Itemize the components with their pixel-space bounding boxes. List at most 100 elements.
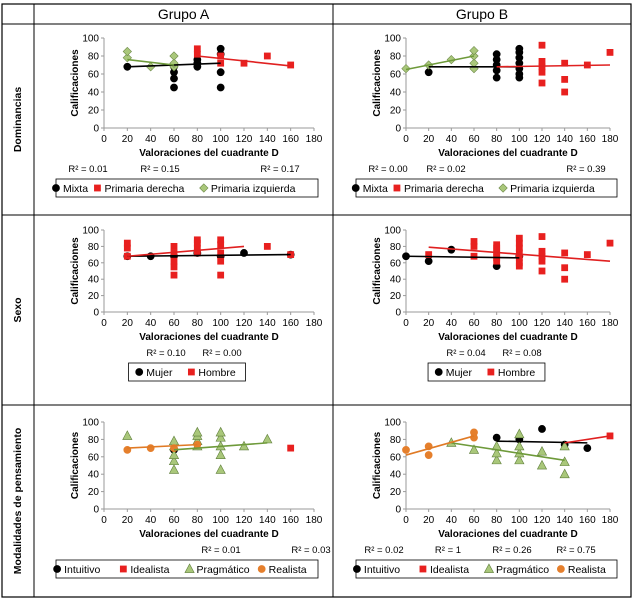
x-tick-label: 180 [306,515,323,526]
legend-marker [135,368,144,376]
legend-marker [184,563,195,573]
chart-mod-A: 0 20 40 60 80 100 0 20 40 60 80 100 120 140 160 180 Valo… [53,418,331,579]
legend-item: Intuitivo [353,564,400,576]
x-tick-label: 80 [491,318,503,329]
chart-dom-A: 0 20 40 60 80 100 0 20 40 60 80 100 120 140 160 180 Valo… [52,34,323,198]
data-point [470,252,478,260]
data-point [168,455,180,466]
data-point [263,52,271,60]
data-point [514,428,525,439]
x-tick-label: 160 [579,134,596,145]
data-point [123,244,131,252]
x-tick-label: 120 [534,134,551,145]
x-tick-label: 0 [403,134,409,145]
legend-label: Idealista [130,564,169,576]
trendline [173,442,268,451]
legend-marker [353,565,361,573]
chart-sexo-A: 0 20 40 60 80 100 0 20 40 60 80 100 120 140 160 180 Valo… [70,226,323,382]
legend-marker [52,184,60,192]
legend-label: Realista [269,564,307,576]
data-point [538,68,546,76]
data-point [170,83,178,92]
legend-marker [419,565,427,573]
x-tick-label: 80 [491,515,503,526]
legend-item: Primaria izquierda [498,183,595,195]
legend-marker [498,183,508,193]
data-point [217,241,225,249]
data-point [193,45,201,53]
data-point [215,464,226,474]
x-tick-label: 140 [259,318,276,329]
row-header-1: Sexo [12,297,24,322]
data-point [425,251,433,258]
table-border [1,3,632,598]
data-point [538,257,546,265]
data-point [561,88,569,96]
column-header-1: Grupo B [456,6,508,22]
y-tick-label: 40 [88,470,100,481]
x-tick-label: 160 [282,134,299,145]
data-point [561,76,569,83]
data-point [536,445,548,456]
x-tick-label: 20 [423,134,435,145]
legend-item: Hombre [487,367,535,379]
x-tick-label: 60 [168,318,180,329]
data-point [424,451,433,459]
data-point [122,46,132,57]
x-tick-label: 100 [511,134,528,145]
x-tick-label: 120 [236,515,253,526]
y-tick-label: 40 [88,88,100,99]
legend-item: Idealista [119,564,170,576]
legend-label: Mixta [63,183,88,195]
data-point [240,59,248,67]
r-squared-label: R² = 0.17 [260,164,299,175]
data-point [514,454,525,465]
trendline [496,440,588,444]
data-point [217,257,225,265]
data-point [168,449,180,459]
data-point [287,61,295,69]
data-point [122,430,133,440]
data-point [559,456,570,466]
x-tick-label: 40 [145,318,157,329]
legend-item: Primaria derecha [94,183,185,195]
data-point [192,426,203,437]
trendline [496,64,611,68]
legend-label: Pragmático [197,564,250,576]
x-tick-label: 160 [579,515,596,526]
x-tick-label: 160 [282,318,299,329]
y-tick-label: 0 [395,124,401,135]
legend-label: Idealista [430,564,469,576]
y-tick-label: 60 [88,70,100,81]
legend-marker [351,184,360,192]
legend-item: Primaria derecha [393,183,484,195]
row-header-2: Modalidades de pensamiento [12,428,24,574]
y-tick-label: 80 [88,52,100,63]
data-point [561,59,569,67]
y-tick-label: 100 [82,34,99,45]
y-tick-label: 100 [384,226,401,237]
x-tick-label: 20 [122,515,134,526]
data-point [170,263,178,271]
legend-item: Hombre [187,367,236,379]
trendline [451,442,565,462]
data-point [216,68,225,77]
data-point [606,239,614,247]
y-tick-label: 100 [384,418,401,429]
y-axis-title: Calificaciones [70,237,81,305]
y-tick-label: 20 [88,106,100,117]
x-tick-label: 120 [236,134,253,145]
data-point [401,63,411,74]
trendline [127,245,245,258]
legend-label: Intuitivo [64,564,100,576]
x-tick-label: 60 [468,134,480,145]
data-point [470,243,478,250]
y-tick-label: 20 [390,106,402,117]
chart-mod-B: 0 20 40 60 80 100 0 20 40 60 80 100 120 140 160 180 Valo… [353,418,619,579]
x-axis-title: Valoraciones del cuadrante D [139,529,279,540]
x-tick-label: 180 [602,134,619,145]
legend-marker [94,184,101,192]
legend-label: Mixta [363,183,388,195]
y-tick-label: 60 [390,452,402,463]
legend-marker [199,183,209,193]
